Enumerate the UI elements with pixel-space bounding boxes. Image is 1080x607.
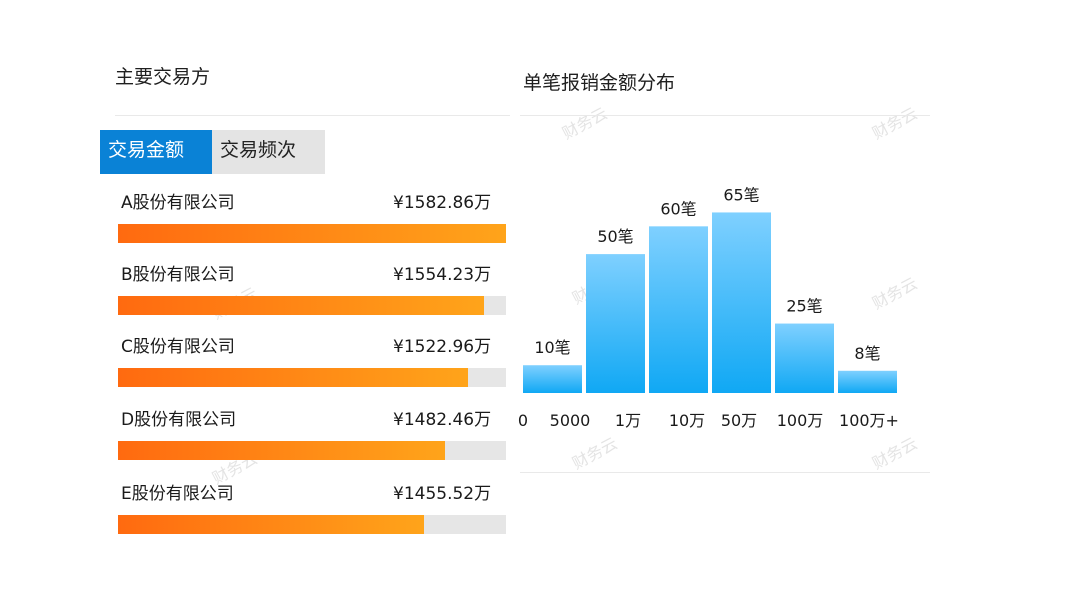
amount-bar-fill [118,224,506,243]
x-tick-label: 1万 [615,411,641,430]
amount-bar-fill [118,441,445,460]
bar-value-label: 10笔 [534,338,570,357]
bar-value-label: 50笔 [597,227,633,246]
bar-value-label: 8笔 [854,344,880,363]
distribution-bar [649,226,708,393]
counterparty-name: E股份有限公司 [121,484,234,504]
amount-bar-track [118,296,506,315]
distribution-bar [838,370,897,393]
amount-bar-track [118,224,506,243]
amount-bar-track [118,368,506,387]
distribution-bar [586,254,645,393]
x-tick-label: 5000 [550,411,591,430]
tab-transaction-frequency[interactable]: 交易频次 [212,130,325,174]
right-divider-bottom [520,472,930,473]
counterparty-amount: ¥1522.96万 [393,337,492,357]
x-tick-label: 0 [518,411,528,430]
amount-bar-fill [118,368,468,387]
counterparty-amount: ¥1554.23万 [393,265,492,285]
x-tick-label: 100万 [777,411,824,430]
counterparty-amount: ¥1455.52万 [393,484,492,504]
metric-tabs: 交易金额 交易频次 [100,130,325,174]
amount-bar-track [118,441,506,460]
bar-value-label: 65笔 [723,185,759,204]
counterparty-amount: ¥1582.86万 [393,193,492,213]
counterparty-name: A股份有限公司 [121,193,235,213]
x-tick-label: 50万 [721,411,757,430]
counterparty-name: D股份有限公司 [121,410,237,430]
amount-bar-fill [118,296,484,315]
distribution-chart-title: 单笔报销金额分布 [523,72,676,94]
counterparty-name: C股份有限公司 [121,337,235,357]
x-tick-label: 100万+ [839,411,899,430]
distribution-bar [523,365,582,393]
bar-value-label: 60笔 [660,199,696,218]
counterparty-name: B股份有限公司 [121,265,235,285]
left-divider [115,115,510,116]
main-counterparties-title: 主要交易方 [115,66,211,88]
bar-value-label: 25笔 [786,297,822,316]
amount-bar-fill [118,515,425,534]
amount-distribution-chart: 10笔 50笔 60笔 65笔 25笔 8笔 0 5000 1万 10万 50万 100万 100万+ [518,185,899,430]
counterparty-amount: ¥1482.46万 [393,410,492,430]
distribution-bar [775,323,834,393]
tab-transaction-amount[interactable]: 交易金额 [100,130,212,174]
x-tick-label: 10万 [669,411,705,430]
distribution-bar [712,212,771,393]
amount-bar-track [118,515,506,534]
right-divider-top [520,115,930,116]
